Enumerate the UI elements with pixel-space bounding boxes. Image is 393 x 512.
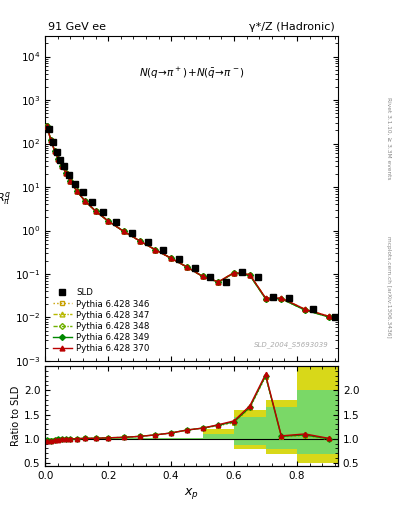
Text: $N(q\!\rightarrow\!\pi^+)\!+\!N(\bar{q}\!\rightarrow\!\pi^-)$: $N(q\!\rightarrow\!\pi^+)\!+\!N(\bar{q}\… (139, 66, 244, 81)
X-axis label: $x_p$: $x_p$ (184, 486, 199, 501)
Text: γ*/Z (Hadronic): γ*/Z (Hadronic) (249, 22, 335, 32)
Text: SLD_2004_S5693039: SLD_2004_S5693039 (254, 341, 329, 348)
Y-axis label: Ratio to SLD: Ratio to SLD (11, 386, 21, 446)
Text: 91 GeV ee: 91 GeV ee (48, 22, 106, 32)
Text: Rivet 3.1.10, ≥ 3.3M events: Rivet 3.1.10, ≥ 3.3M events (386, 97, 391, 180)
Legend: SLD, Pythia 6.428 346, Pythia 6.428 347, Pythia 6.428 348, Pythia 6.428 349, Pyt: SLD, Pythia 6.428 346, Pythia 6.428 347,… (50, 285, 153, 357)
Text: mcplots.cern.ch [arXiv:1306.3436]: mcplots.cern.ch [arXiv:1306.3436] (386, 236, 391, 337)
Y-axis label: $R_{\pi}^{q}$: $R_{\pi}^{q}$ (0, 190, 11, 207)
